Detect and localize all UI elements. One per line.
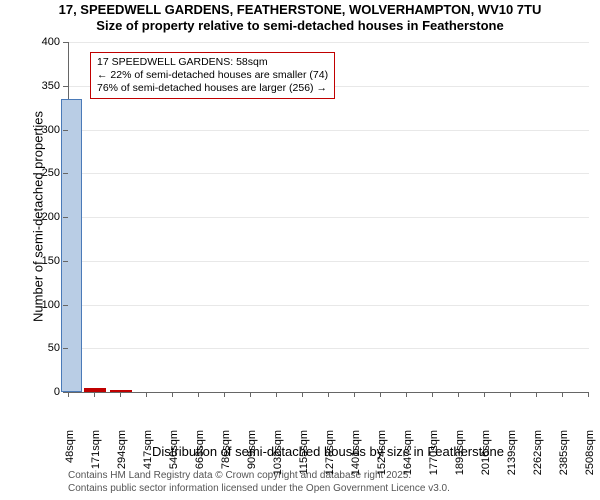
x-tick-label: 786sqm	[220, 430, 232, 480]
x-tick-mark	[354, 392, 355, 397]
x-tick-label: 2262sqm	[532, 430, 544, 480]
y-tick-mark	[63, 348, 68, 349]
x-tick-mark	[250, 392, 251, 397]
x-tick-mark	[276, 392, 277, 397]
gridline	[69, 173, 589, 174]
annotation-line-2: ← 22% of semi-detached houses are smalle…	[97, 69, 328, 82]
annotation-box: 17 SPEEDWELL GARDENS: 58sqm ← 22% of sem…	[90, 52, 335, 99]
annotation-line-1: 17 SPEEDWELL GARDENS: 58sqm	[97, 56, 328, 69]
x-tick-label: 2016sqm	[480, 430, 492, 480]
x-tick-mark	[120, 392, 121, 397]
x-tick-label: 171sqm	[90, 430, 102, 480]
annotation-line-3: 76% of semi-detached houses are larger (…	[97, 82, 328, 95]
x-tick-label: 2139sqm	[506, 430, 518, 480]
gridline	[69, 42, 589, 43]
x-tick-label: 1893sqm	[454, 430, 466, 480]
gridline	[69, 130, 589, 131]
x-tick-mark	[94, 392, 95, 397]
y-tick-label: 100	[30, 299, 60, 311]
y-tick-label: 400	[30, 36, 60, 48]
y-tick-label: 150	[30, 255, 60, 267]
x-tick-label: 2508sqm	[584, 430, 596, 480]
x-tick-mark	[484, 392, 485, 397]
x-tick-label: 909sqm	[246, 430, 258, 480]
y-tick-label: 350	[30, 80, 60, 92]
y-tick-mark	[63, 305, 68, 306]
x-tick-mark	[432, 392, 433, 397]
y-tick-mark	[63, 86, 68, 87]
x-tick-label: 2385sqm	[558, 430, 570, 480]
x-tick-label: 1770sqm	[428, 430, 440, 480]
x-tick-label: 417sqm	[142, 430, 154, 480]
x-tick-mark	[458, 392, 459, 397]
y-tick-mark	[63, 42, 68, 43]
y-tick-mark	[63, 130, 68, 131]
x-tick-mark	[406, 392, 407, 397]
x-tick-mark	[328, 392, 329, 397]
y-tick-mark	[63, 217, 68, 218]
y-tick-label: 300	[30, 124, 60, 136]
chart-title: 17, SPEEDWELL GARDENS, FEATHERSTONE, WOL…	[0, 2, 600, 35]
x-tick-label: 1278sqm	[324, 430, 336, 480]
x-tick-label: 1401sqm	[350, 430, 362, 480]
x-tick-mark	[198, 392, 199, 397]
x-tick-mark	[536, 392, 537, 397]
x-tick-mark	[302, 392, 303, 397]
x-tick-label: 1647sqm	[402, 430, 414, 480]
x-tick-label: 1155sqm	[298, 430, 310, 480]
title-line-2: Size of property relative to semi-detach…	[0, 18, 600, 34]
x-tick-label: 1032sqm	[272, 430, 284, 480]
x-tick-label: 1524sqm	[376, 430, 388, 480]
x-tick-mark	[380, 392, 381, 397]
gridline	[69, 348, 589, 349]
y-tick-label: 200	[30, 211, 60, 223]
x-tick-mark	[68, 392, 69, 397]
x-tick-mark	[510, 392, 511, 397]
x-tick-label: 48sqm	[64, 430, 76, 480]
x-tick-mark	[562, 392, 563, 397]
y-tick-label: 50	[30, 342, 60, 354]
gridline	[69, 261, 589, 262]
y-tick-label: 0	[30, 386, 60, 398]
title-line-1: 17, SPEEDWELL GARDENS, FEATHERSTONE, WOL…	[0, 2, 600, 18]
x-tick-mark	[224, 392, 225, 397]
x-tick-mark	[146, 392, 147, 397]
chart-container: 17, SPEEDWELL GARDENS, FEATHERSTONE, WOL…	[0, 0, 600, 500]
footer-line-2: Contains public sector information licen…	[68, 483, 450, 496]
gridline	[69, 305, 589, 306]
x-tick-mark	[588, 392, 589, 397]
x-tick-mark	[172, 392, 173, 397]
x-tick-label: 663sqm	[194, 430, 206, 480]
gridline	[69, 217, 589, 218]
y-tick-mark	[63, 173, 68, 174]
y-tick-mark	[63, 261, 68, 262]
x-tick-label: 294sqm	[116, 430, 128, 480]
x-tick-label: 540sqm	[168, 430, 180, 480]
y-tick-label: 250	[30, 167, 60, 179]
